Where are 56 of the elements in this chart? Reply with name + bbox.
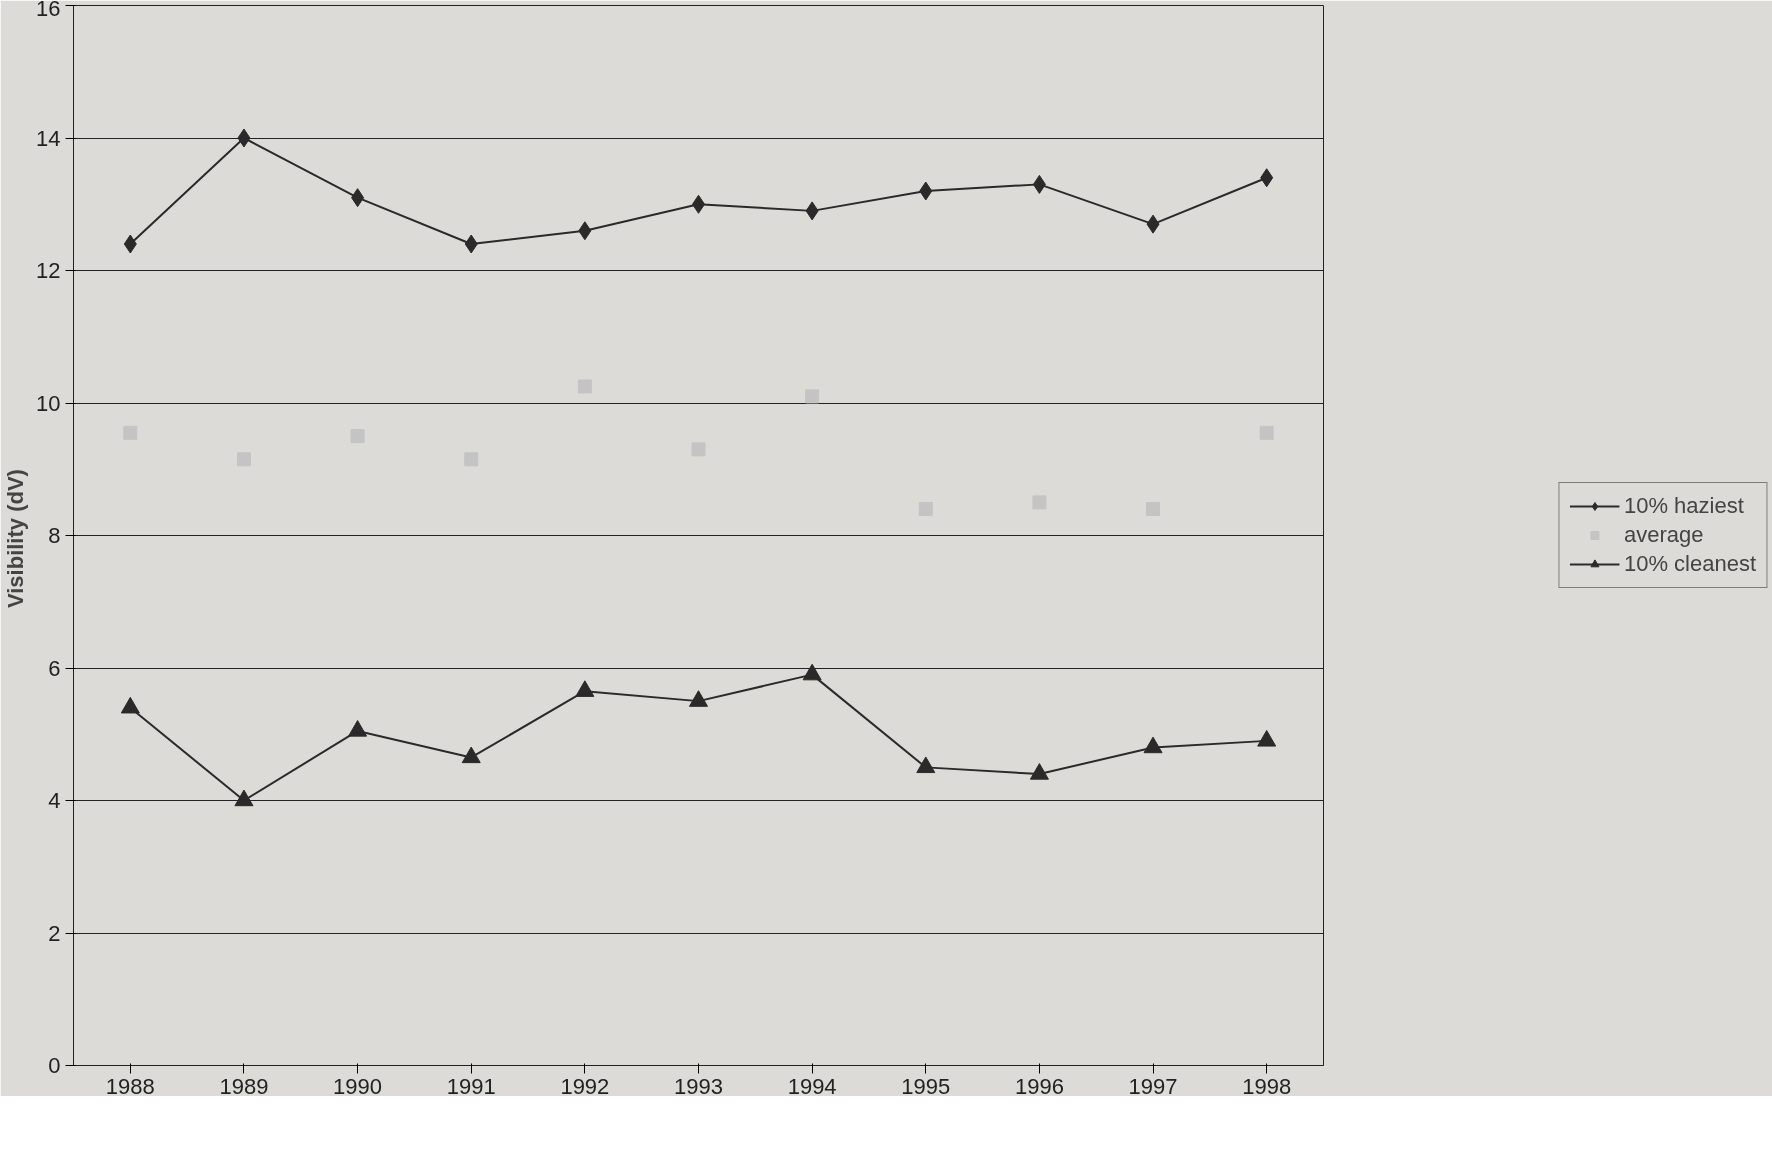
x-tick-label: 1990 [333,1073,383,1099]
x-tick-label: 1995 [901,1073,951,1099]
y-tick-label: 12 [36,258,61,283]
point [1257,729,1277,747]
x-tick-label: 1997 [1128,1073,1178,1099]
x-tick-label: 1993 [674,1073,723,1099]
point [350,429,365,444]
y-tick-label: 2 [48,920,61,946]
point [464,452,479,467]
point [578,221,592,241]
x-tick-label: 1994 [787,1073,837,1099]
y-tick-label: 8 [48,523,61,548]
point [691,442,706,457]
point [234,789,254,807]
point [237,128,251,148]
x-tick-label: 1998 [1242,1073,1292,1099]
point [348,720,368,737]
point [916,756,936,774]
point [919,181,933,201]
point [1146,214,1160,234]
point [1032,495,1047,510]
point [1146,502,1161,516]
y-tick-label: 10 [36,390,61,416]
point [802,663,822,681]
point [1260,168,1274,188]
point [236,452,251,467]
point [351,188,365,208]
point [1259,425,1274,440]
legend-label: 10% cleanest [1623,551,1757,577]
point [1032,174,1046,194]
point [123,234,137,254]
y-tick-label: 0 [48,1053,61,1078]
y-axis-title: Visibility (dV) [3,469,29,609]
point [575,680,595,697]
legend-label: 10% haziest [1623,493,1744,519]
point [577,379,592,394]
point [805,389,820,404]
y-tick-label: 16 [36,0,61,21]
point [123,425,138,440]
x-tick-label: 1992 [560,1073,610,1099]
y-tick-label: 6 [48,655,61,681]
point [464,234,478,254]
point [918,502,933,516]
x-tick-label: 1996 [1014,1073,1064,1099]
x-tick-label: 1988 [105,1073,155,1099]
point [689,690,708,707]
point [1143,736,1163,754]
y-tick-label: 14 [36,125,61,151]
x-tick-label: 1991 [446,1073,496,1099]
y-tick-label: 4 [48,788,61,813]
point [805,201,819,221]
x-tick-label: 1989 [219,1073,269,1099]
point [1029,763,1049,780]
point [461,746,481,764]
legend-label: average [1623,522,1704,548]
point [120,696,140,714]
